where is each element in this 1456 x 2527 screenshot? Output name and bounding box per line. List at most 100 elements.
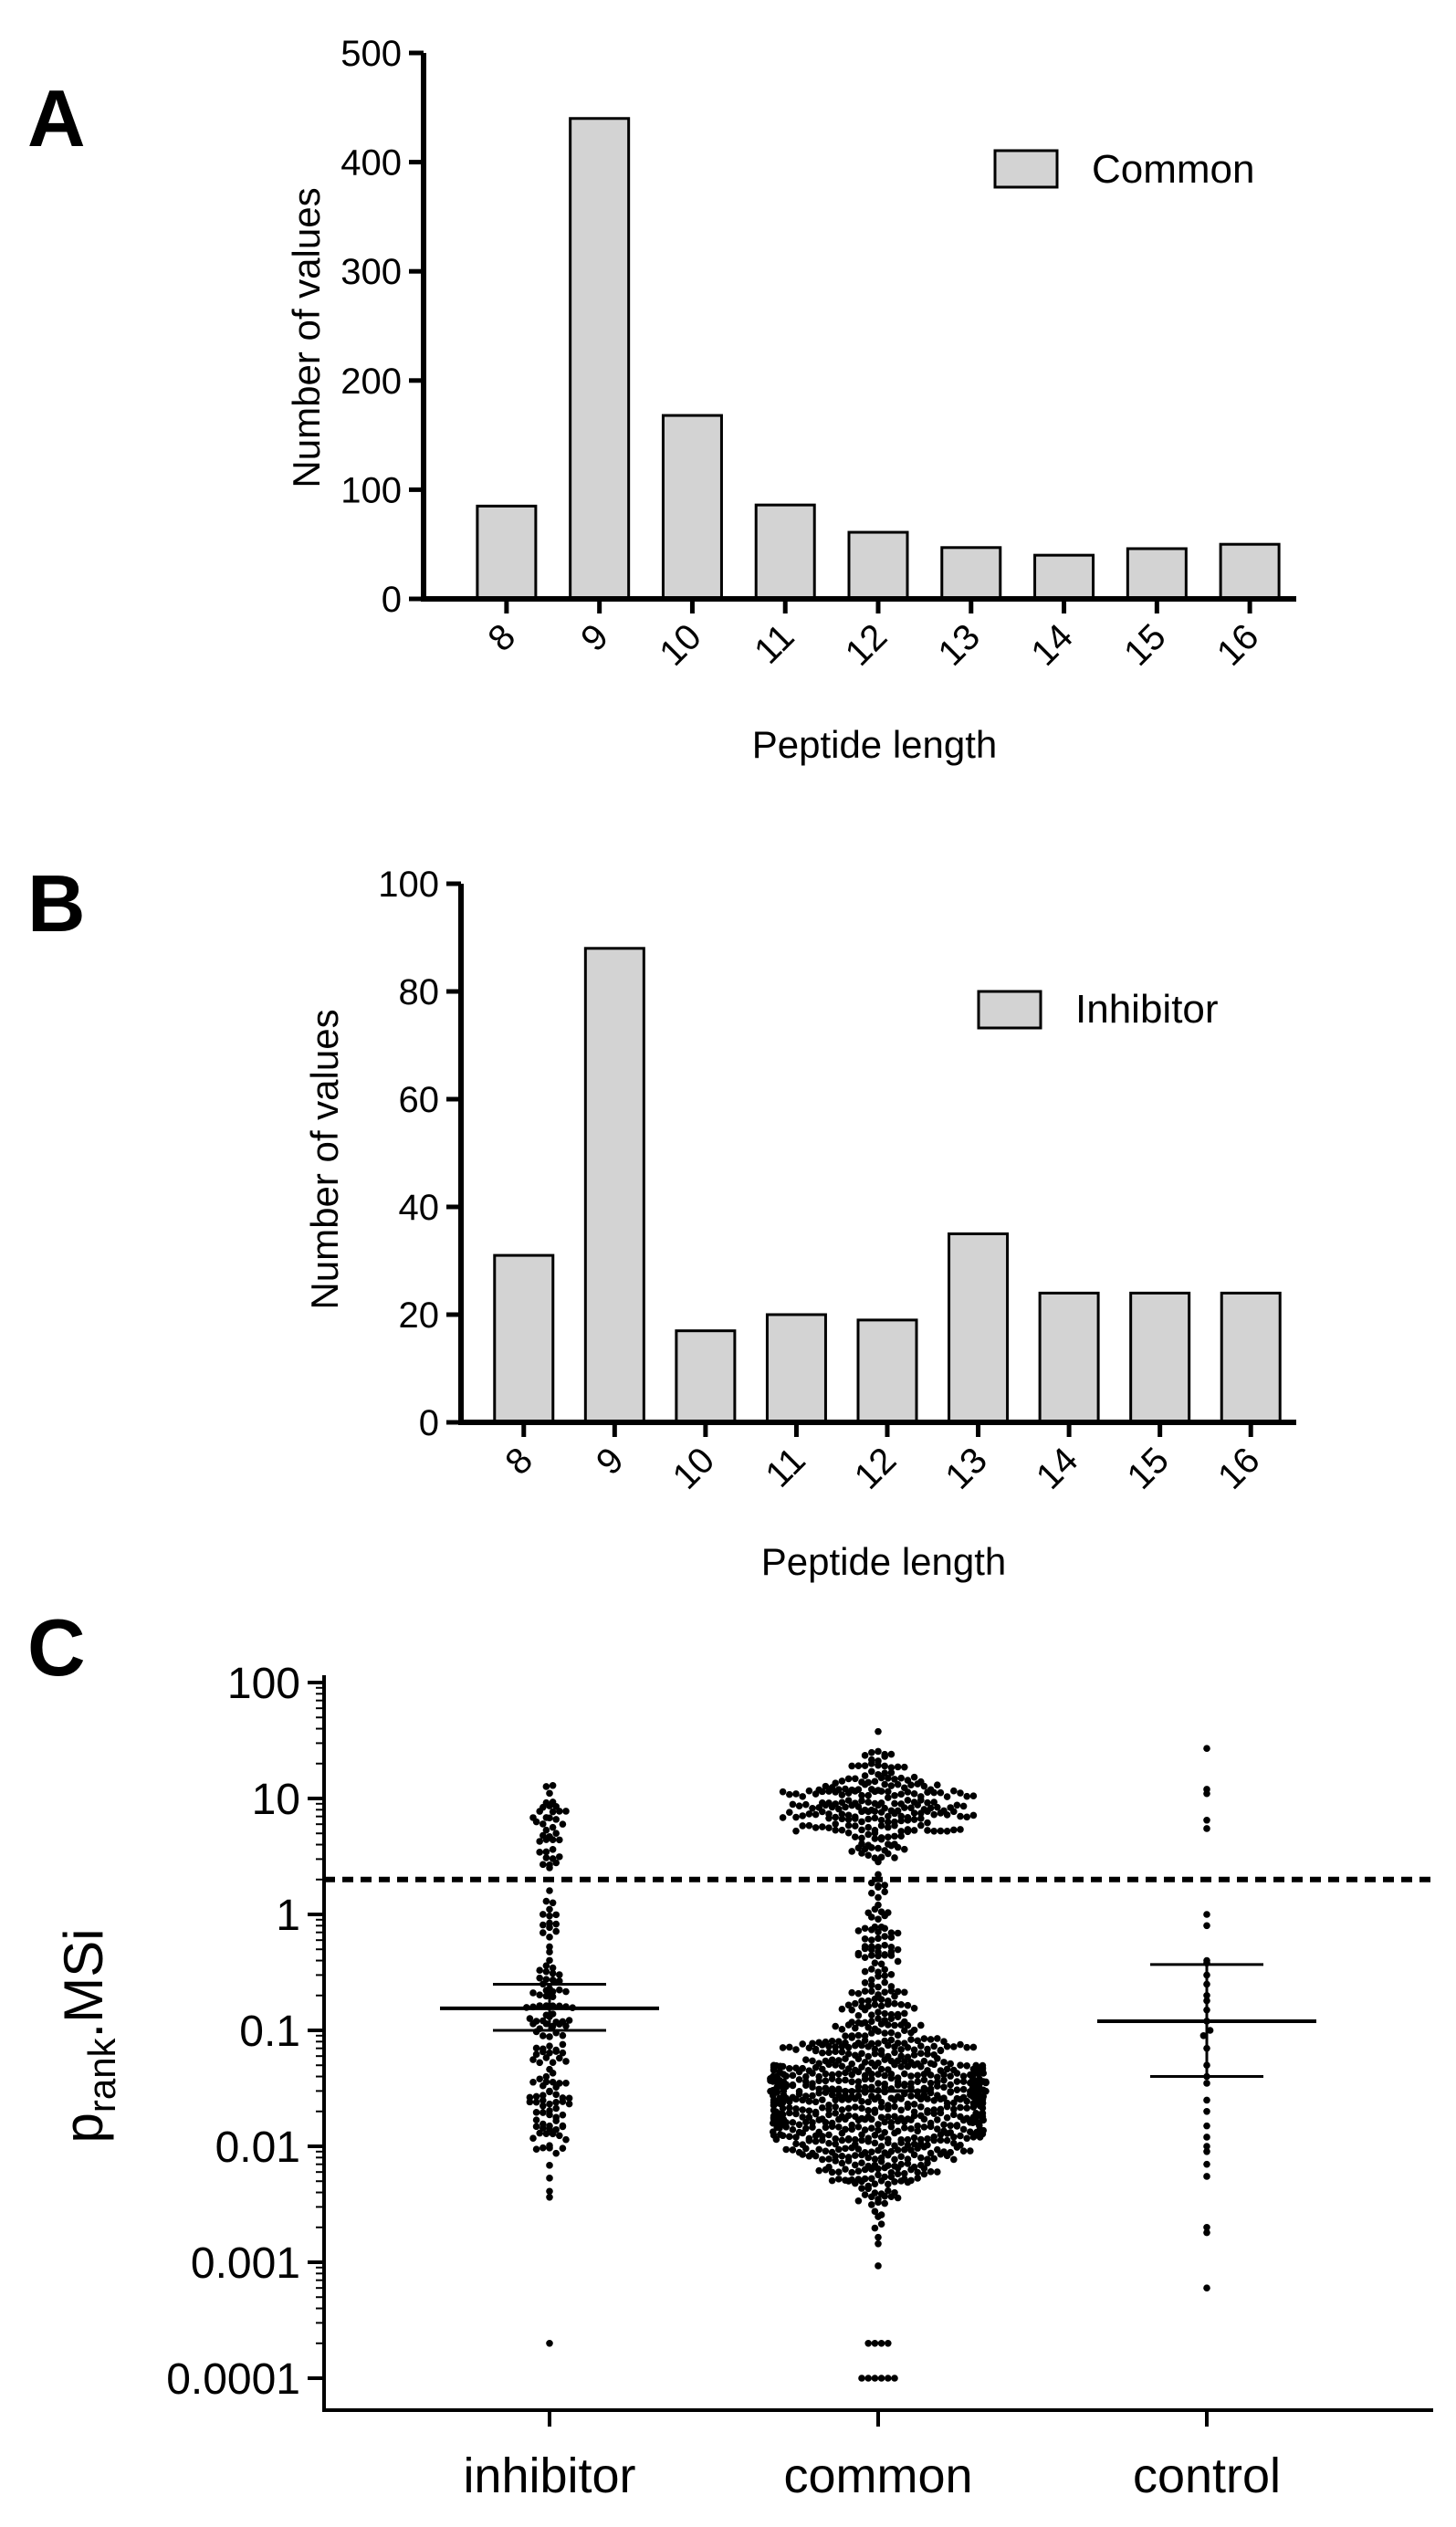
chart-c-point [914,1801,921,1809]
chart-c-point [953,1801,961,1809]
chart-c-point [950,2155,958,2164]
chart-c-point [809,2057,816,2065]
chart-c-point [854,2078,863,2085]
chart-c-point [887,2036,896,2044]
chart-c-point [891,2375,898,2382]
chart-c-point [904,2135,912,2144]
chart-c-point [877,2176,885,2185]
chart-c-point [1203,1922,1210,1930]
chart-c-point [897,2106,905,2114]
chart-c-point [549,1969,557,1977]
chart-c-point [940,2083,948,2092]
chart-c-point [877,1788,885,1795]
chart-c-point [875,1972,882,1980]
chart-c-point [943,2136,951,2144]
chart-c-point [979,2096,987,2103]
chart-b-bar [1220,1291,1282,1424]
chart-c-point [1203,2223,1210,2231]
chart-c-point [877,2220,885,2228]
chart-c-point [532,2050,540,2059]
chart-c-point [877,1835,885,1843]
chart-c-point [894,2165,902,2172]
panel-letter-a: A [27,73,86,163]
chart-c-point [868,1889,875,1897]
chart-c-point [838,1791,846,1798]
chart-c-point [539,2109,547,2116]
chart-c-point [950,2134,958,2141]
chart-b-xtick-label: 11 [758,1440,812,1494]
chart-c-point [539,2124,547,2132]
chart-c-point [868,2201,875,2208]
chart-c-point [907,2072,915,2080]
chart-c-point [1203,1825,1210,1832]
chart-c-point [887,1768,896,1777]
chart-c-point [868,1748,875,1756]
chart-c-point [861,2191,869,2198]
chart-c-point [910,1827,918,1834]
chart-c-point [897,2139,905,2146]
chart-c-point [871,1830,879,1837]
chart-c-point [871,1905,879,1914]
chart-c-point [858,1850,865,1857]
chart-a-bar [1033,553,1095,601]
chart-c-point [868,1987,875,1996]
chart-c-point [877,1822,885,1830]
chart-c-point [861,1772,869,1779]
chart-c-point [552,2098,560,2106]
chart-c-point [822,1782,830,1790]
chart-c-point [549,1781,557,1789]
chart-c-point [943,2042,951,2050]
chart-c-point [937,1788,945,1797]
chart-c-point [789,2119,797,2126]
chart-c-point [917,1796,925,1804]
chart-c-point [822,2070,830,2078]
chart-c-point [881,1966,888,1974]
chart-c-point [844,2043,853,2051]
chart-c-point [546,2339,553,2347]
chart-c-point [832,2096,839,2104]
chart-a-ytick-label: 300 [340,252,402,292]
chart-c-point [812,2047,820,2055]
chart-c-point [937,1827,945,1835]
chart-c-point [891,1809,898,1818]
chart-c-point [871,2375,879,2382]
chart-c-point [795,2076,803,2083]
chart-a-ytick-label: 200 [340,362,402,402]
chart-c-point [897,2021,905,2029]
chart-a-bar [569,117,631,601]
chart-c-point [779,2104,787,2113]
chart-c-point [812,2132,820,2140]
chart-c-point [861,2006,869,2014]
chart-c-point [832,2048,839,2055]
chart-c-point [957,1812,964,1820]
chart-c-point [924,1808,931,1815]
chart-c-point [917,2095,925,2103]
chart-c-point [875,2213,882,2220]
chart-c-point [770,2132,778,2139]
chart-c-point [885,1850,892,1858]
chart-b-ytick-label: 80 [399,972,440,1012]
chart-c-point [875,2071,882,2078]
chart-c-point [881,1753,888,1760]
chart-c-point [780,2071,788,2078]
chart-c-point [552,1830,560,1837]
chart-c-point [877,1960,885,1968]
chart-c-point [881,2128,888,2136]
chart-c-point [542,2019,550,2028]
chart-c-point [546,2175,553,2182]
chart-c-point [819,2041,826,2049]
chart-c-point [777,2110,784,2118]
chart-c-point [546,1789,553,1798]
chart-c-point [858,2131,865,2139]
chart-c-point [546,1814,553,1822]
chart-c-point [897,2177,905,2185]
chart-c-point [852,2161,859,2169]
chart-c-point [868,2175,875,2183]
chart-a-bar [940,546,1002,601]
chart-c-point [526,2015,534,2022]
chart-c-point [877,2339,885,2347]
chart-c-point [910,1809,918,1817]
chart-c-point [552,2091,560,2099]
chart-c-point [943,1793,951,1800]
chart-c-point [805,1810,813,1818]
